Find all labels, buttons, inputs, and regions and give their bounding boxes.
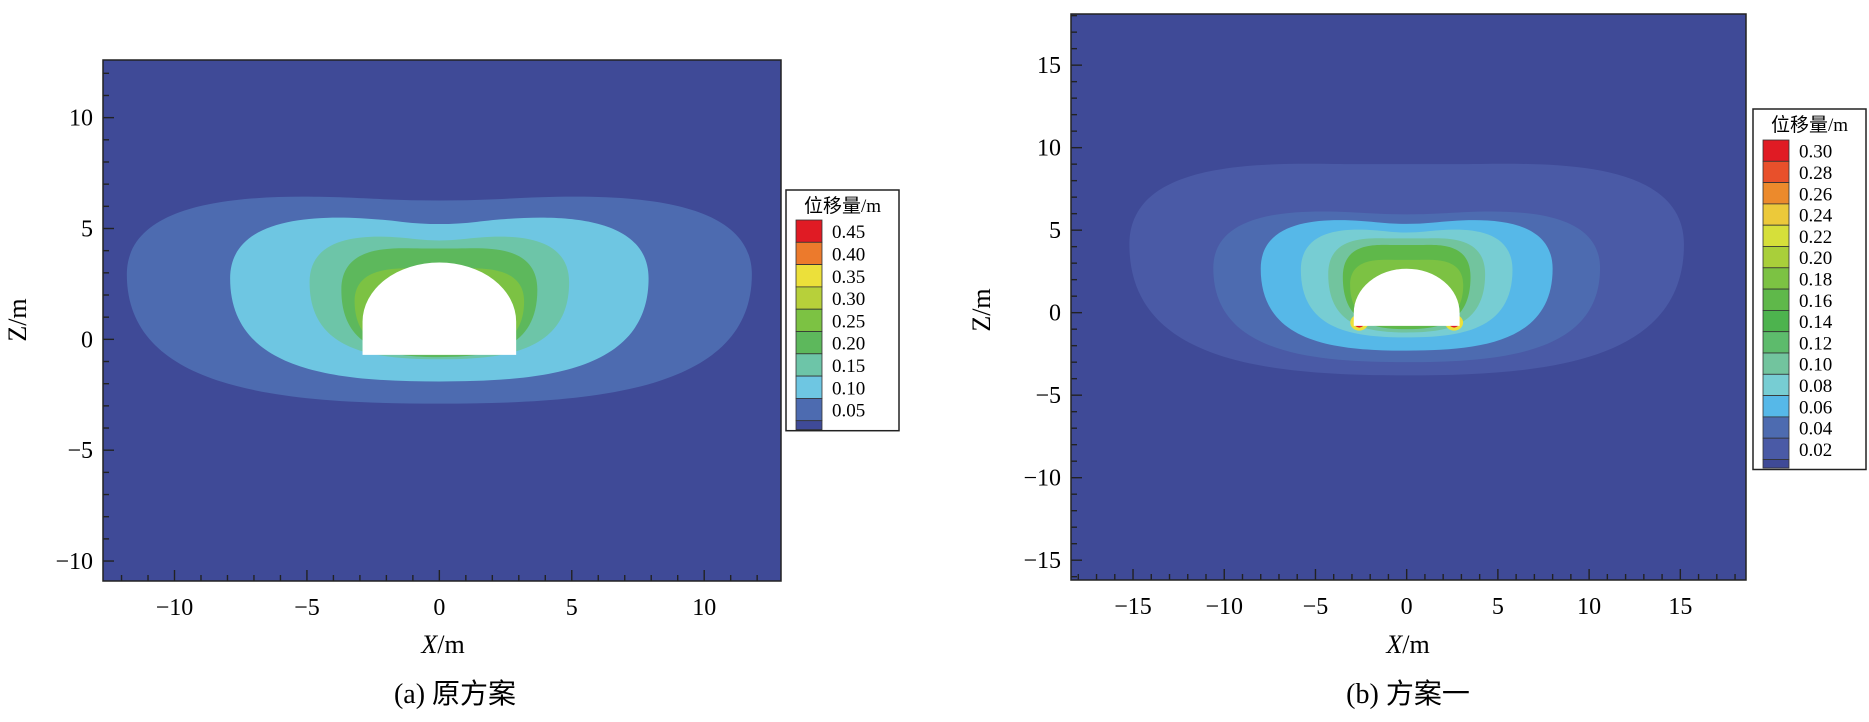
legend-swatch <box>1762 246 1790 269</box>
legend-swatch <box>795 264 823 288</box>
legend-label: 0.20 <box>1799 248 1832 269</box>
x-tick-label: 0 <box>433 595 445 621</box>
x-axis-title-var: X <box>420 630 438 659</box>
legend-swatch <box>795 331 823 355</box>
y-tick-label: 10 <box>1037 136 1061 162</box>
panel-caption: (b) 方案一 <box>1346 678 1470 710</box>
legend-label: 0.45 <box>832 222 865 243</box>
legend-label: 0.10 <box>1799 355 1832 376</box>
legend: 位移量/m0.300.280.260.240.220.200.180.160.1… <box>1752 108 1867 471</box>
y-tick-label: −15 <box>1023 548 1061 574</box>
y-tick-label: 15 <box>1037 53 1061 79</box>
legend: 位移量/m 0.450.400.350.300.250.200.150.100.0… <box>785 189 900 432</box>
plot-frame <box>1070 13 1747 581</box>
x-axis-title-unit: /m <box>1402 630 1429 659</box>
legend-swatch <box>795 353 823 377</box>
y-tick-label: 0 <box>81 327 93 353</box>
legend-swatch <box>1762 395 1790 418</box>
legend-label: 0.02 <box>1799 440 1832 461</box>
y-tick-label: −5 <box>67 438 93 464</box>
panel-b: −15 −10 −5 0 5 10 15 15 10 5 0 −5 −10 −15 X/m Z/m 位移量/m 0… <box>967 13 1867 710</box>
legend-label: 0.05 <box>832 401 865 422</box>
legend-swatch <box>1762 160 1790 184</box>
legend-label: 0.15 <box>832 356 865 377</box>
legend-label: 0.10 <box>832 378 865 399</box>
legend-swatch <box>1762 288 1790 311</box>
x-tick-label: −10 <box>1205 594 1243 620</box>
legend-title: 位移量/m <box>1771 114 1848 136</box>
legend-label: 0.08 <box>1799 376 1832 397</box>
legend-label: 0.30 <box>1799 142 1832 163</box>
legend-label: 0.20 <box>832 334 865 355</box>
x-tick-label: −10 <box>156 595 194 621</box>
legend-label: 0.24 <box>1799 206 1833 227</box>
legend-label: 0.30 <box>832 289 865 310</box>
x-tick-label: 10 <box>1577 594 1601 620</box>
legend-swatch <box>1762 437 1790 460</box>
legend-swatch <box>1762 352 1790 375</box>
x-tick-label: 10 <box>692 595 716 621</box>
y-tick-label: −10 <box>55 549 93 575</box>
legend-swatch <box>1762 331 1790 354</box>
legend-label: 0.14 <box>1799 312 1833 333</box>
x-tick-label: 0 <box>1401 594 1413 620</box>
legend-swatch <box>795 397 823 422</box>
y-axis-title: Z/m <box>3 298 32 341</box>
legend-swatch <box>1762 224 1790 247</box>
x-tick-label: −5 <box>294 595 320 621</box>
x-axis-title: X/m <box>1385 630 1429 659</box>
legend-swatch <box>795 375 823 399</box>
legend-swatch <box>795 286 823 310</box>
legend-swatch-bottom <box>1762 459 1790 469</box>
x-tick-label: 5 <box>566 595 578 621</box>
legend-label: 0.28 <box>1799 163 1832 184</box>
x-axis-title: X/m <box>420 630 464 659</box>
y-tick-label: 5 <box>1049 218 1061 244</box>
x-tick-label: 15 <box>1668 594 1692 620</box>
contour-field <box>126 196 752 404</box>
legend-swatch <box>795 219 823 243</box>
x-tick-label: −5 <box>1303 594 1329 620</box>
legend-label: 0.04 <box>1799 419 1833 440</box>
x-tick-label: 5 <box>1492 594 1504 620</box>
legend-swatch <box>1762 309 1790 333</box>
legend-label: 0.16 <box>1799 291 1832 312</box>
y-tick-label: 0 <box>1049 301 1061 327</box>
tunnel-opening <box>1353 268 1460 326</box>
legend-label: 0.18 <box>1799 269 1832 290</box>
x-axis-title-unit: /m <box>437 630 464 659</box>
y-axis-title: Z/m <box>967 288 996 331</box>
y-tick-label: −10 <box>1023 466 1061 492</box>
panel-caption: (a) 原方案 <box>394 678 516 710</box>
legend-label: 0.26 <box>1799 184 1832 205</box>
legend-swatch <box>795 241 823 266</box>
legend-swatch-bottom <box>795 420 823 431</box>
tunnel-opening <box>362 262 517 355</box>
legend-swatch <box>1762 416 1790 439</box>
plot-frame <box>102 59 782 582</box>
legend-title: 位移量/m <box>804 195 881 217</box>
legend-swatch <box>1762 203 1790 226</box>
x-tick-label: −15 <box>1114 594 1152 620</box>
contour-field <box>1129 163 1684 376</box>
legend-label: 0.40 <box>832 244 865 265</box>
legend-swatch <box>1762 182 1790 205</box>
legend-label: 0.35 <box>832 267 865 288</box>
x-axis-title-var: X <box>1385 630 1403 659</box>
legend-swatch <box>795 308 823 332</box>
legend-swatch <box>1762 373 1790 396</box>
legend-swatch <box>1762 139 1790 162</box>
panel-a: −10 −5 0 5 101050−5−10X/mZ/m位移量/m0.450.400.3… <box>3 59 900 710</box>
legend-swatch <box>1762 267 1790 290</box>
legend-label: 0.22 <box>1799 227 1832 248</box>
legend-label: 0.25 <box>832 311 865 332</box>
y-tick-label: 10 <box>69 106 93 132</box>
y-tick-label: 5 <box>81 216 93 242</box>
legend-label: 0.12 <box>1799 333 1832 354</box>
legend-label: 0.06 <box>1799 397 1832 418</box>
y-tick-label: −5 <box>1035 383 1061 409</box>
